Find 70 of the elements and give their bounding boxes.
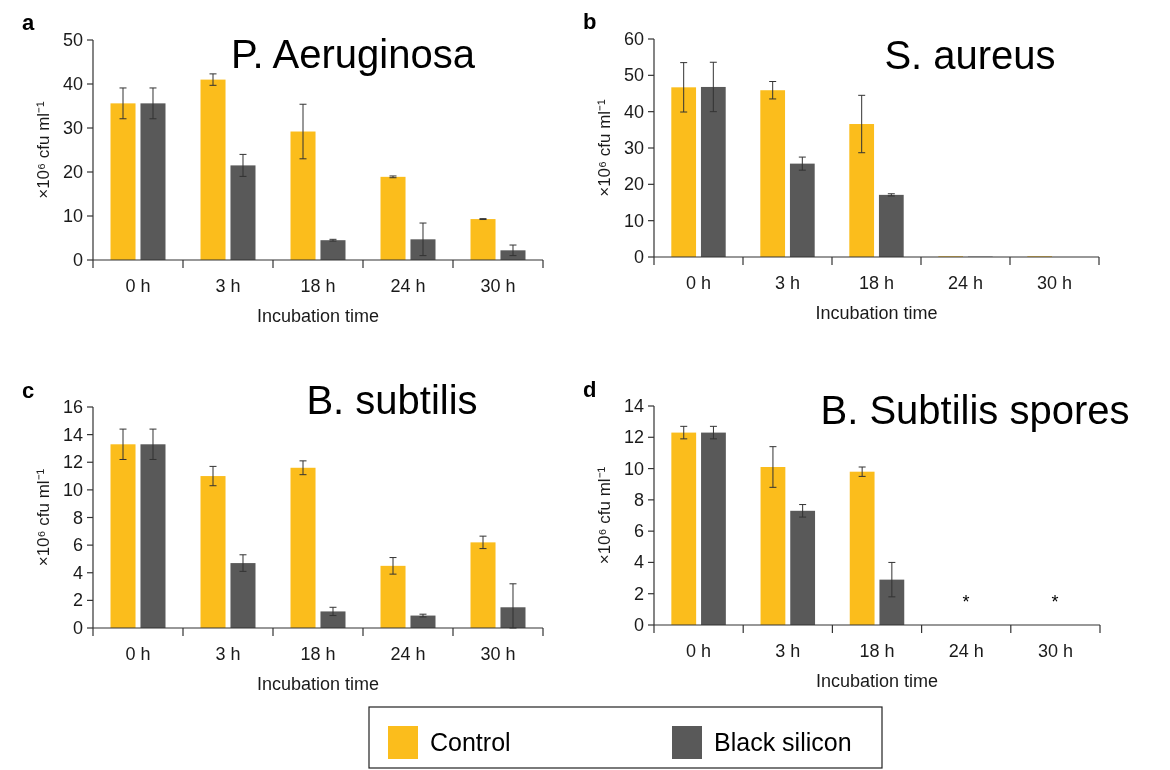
y-axis-title: ×10⁶ cfu ml⁻¹ [34,100,53,199]
chart-title: B. Subtilis spores [820,388,1130,432]
annotation: * [962,592,970,612]
x-tick-label: 0 h [686,641,712,661]
x-tick-label: 18 h [300,644,336,664]
y-tick-label: 0 [72,618,83,638]
x-tick-label: 3 h [215,276,241,296]
y-tick-label: 10 [623,458,644,479]
y-tick-label: 16 [62,397,83,417]
y-tick-label: 60 [623,29,644,49]
x-tick-label: 24 h [390,644,426,664]
y-tick-label: 30 [62,118,83,138]
y-tick-label: 8 [72,507,83,528]
x-axis-title: Incubation time [815,303,938,323]
y-tick-label: 6 [72,535,83,556]
y-tick-label: 30 [623,138,644,158]
text: a [22,10,35,35]
y-tick-label: 40 [62,74,83,94]
x-axis-title: Incubation time [256,306,380,326]
x-tick-label: 30 h [480,644,516,664]
y-tick-label: 2 [72,590,83,611]
y-tick-label: 12 [62,452,83,473]
y-tick-label: 20 [623,174,644,195]
text: d [583,377,597,402]
y-tick-label: 40 [623,101,644,122]
y-axis-title: ×10⁶ cfu ml⁻¹ [595,466,614,565]
x-tick-label: 18 h [859,641,895,661]
x-tick-label: 0 h [685,273,712,293]
x-tick-label: 30 h [1036,273,1073,293]
y-tick-label: 0 [633,615,644,635]
y-tick-label: 20 [62,162,83,182]
y-tick-label: 12 [623,427,644,448]
x-tick-label: 30 h [480,276,516,296]
chart-title: B. subtilis [306,378,478,422]
x-tick-label: 24 h [948,641,984,661]
legend-label: Black silicon [714,728,852,756]
y-tick-label: 50 [623,65,644,86]
y-tick-label: 8 [633,489,644,510]
x-tick-label: 24 h [390,276,426,296]
y-tick-label: 14 [62,424,83,445]
x-tick-label: 3 h [774,273,801,293]
x-tick-label: 30 h [1037,641,1073,661]
x-tick-label: 18 h [858,273,895,293]
chart-title: P. Aeruginosa [231,32,476,76]
y-tick-label: 0 [72,250,83,270]
y-tick-label: 2 [633,583,644,604]
annotation: * [1051,592,1059,612]
x-tick-label: 18 h [300,276,336,296]
y-tick-label: 4 [633,552,644,573]
x-tick-label: 0 h [125,276,151,296]
y-tick-label: 14 [623,396,644,416]
y-axis-title: ×10⁶ cfu ml⁻¹ [34,468,53,567]
x-axis-title: Incubation time [815,671,939,691]
y-axis-title: ×10⁶ cfu ml⁻¹ [595,98,614,197]
y-tick-label: 10 [623,210,644,231]
y-tick-label: 6 [633,521,644,542]
text: b [583,9,597,34]
x-tick-label: 0 h [125,644,151,664]
y-tick-label: 10 [62,479,83,500]
text: c [22,378,35,403]
y-tick-label: 10 [62,206,83,226]
x-axis-title: Incubation time [256,674,380,694]
x-tick-label: 3 h [775,641,801,661]
x-tick-label: 24 h [947,273,984,293]
y-tick-label: 50 [62,30,83,50]
x-tick-label: 3 h [215,644,241,664]
y-tick-label: 4 [72,562,83,583]
chart-title: S. aureus [884,33,1056,77]
legend-label: Control [430,728,511,756]
y-tick-label: 0 [633,247,644,267]
